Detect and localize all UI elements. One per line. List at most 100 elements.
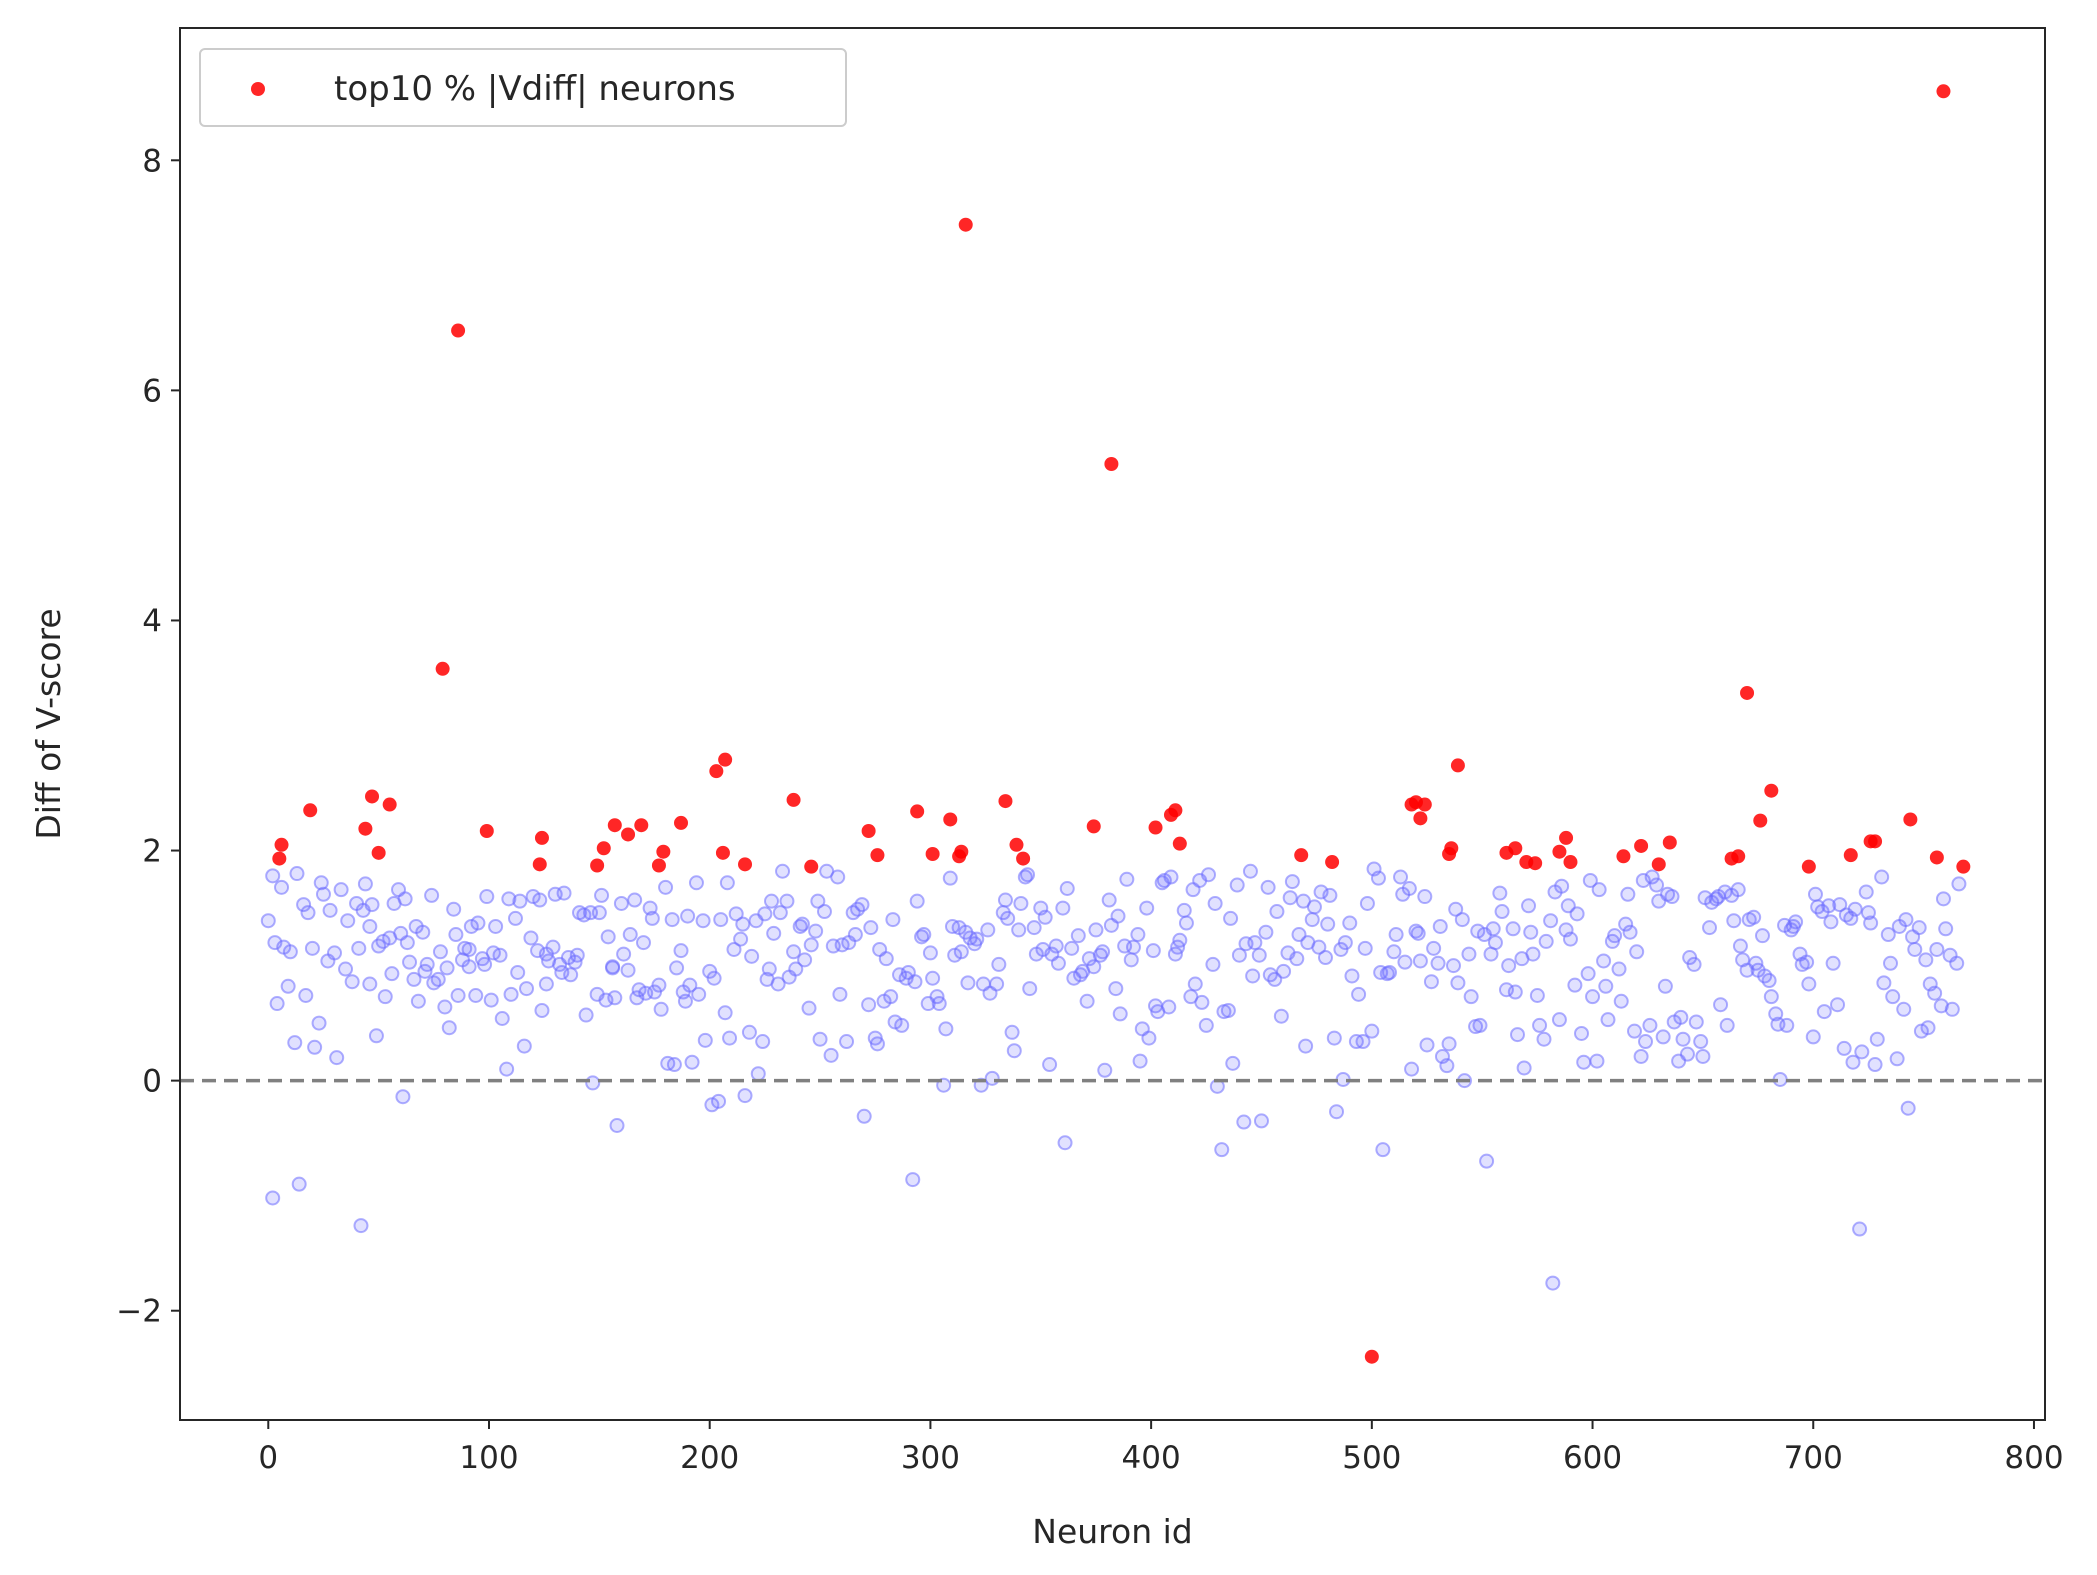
data-point [1251,947,1267,963]
data-point [735,916,751,932]
data-point [1746,909,1762,925]
top10-data-point [1552,844,1567,859]
legend-marker [251,82,265,96]
data-point [1545,1275,1561,1291]
data-point [512,893,528,909]
data-point [1229,877,1245,893]
data-point [1110,908,1126,924]
data-point [1693,1034,1709,1050]
y-axis-label: Diff of V-score [29,608,68,839]
data-point [1432,918,1448,934]
data-point [585,1075,601,1091]
top10-data-point [1172,836,1187,851]
top10-data-point [365,789,380,804]
data-point [1220,1002,1236,1018]
data-point [1020,867,1036,883]
data-point [1242,863,1258,879]
series-top10-neurons [272,84,1971,1364]
data-point [1907,941,1923,957]
data-point [1223,910,1239,926]
data-point [461,941,477,957]
x-tick-label: 400 [1122,1440,1181,1476]
data-point [406,971,422,987]
data-point [953,944,969,960]
data-point [989,976,1005,992]
data-point [1505,921,1521,937]
data-point [761,961,777,977]
data-point [333,882,349,898]
data-point [757,906,773,922]
data-point [510,964,526,980]
data-point [1580,966,1596,982]
top10-data-point [910,804,925,819]
data-point [607,990,623,1006]
data-point [788,961,804,977]
top10-data-point [1148,820,1163,835]
data-point [916,927,932,943]
data-point [446,901,462,917]
data-point [1055,900,1071,916]
data-point [1664,889,1680,905]
data-point [1900,1100,1916,1116]
top10-data-point [1651,857,1666,872]
data-point [894,1017,910,1033]
data-point [488,918,504,934]
data-point [1342,915,1358,931]
data-point [1119,871,1135,887]
top10-data-point [634,818,649,833]
data-point [441,1020,457,1036]
data-point [810,893,826,909]
data-point [1320,916,1336,932]
data-point [1823,914,1839,930]
data-point [1022,981,1038,997]
top10-data-point [1016,851,1031,866]
data-point [1516,1060,1532,1076]
data-point [1306,899,1322,915]
data-point [1858,884,1874,900]
top10-data-point [715,845,730,860]
data-point [1472,1017,1488,1033]
top10-data-point [786,792,801,807]
data-point [1357,940,1373,956]
data-point [1064,940,1080,956]
data-point [1304,912,1320,928]
data-point [1719,1017,1735,1033]
data-point [883,989,899,1005]
top10-data-point [1508,841,1523,856]
data-point [439,960,455,976]
data-point [1419,1037,1435,1053]
data-point [775,863,791,879]
x-tick-label: 0 [258,1440,278,1476]
plot-frame [179,27,2046,1421]
data-point [296,897,312,913]
data-point [1562,931,1578,947]
points-layer [260,84,1971,1364]
data-point [1589,1053,1605,1069]
data-point [620,962,636,978]
data-point [682,977,698,993]
data-point [755,1034,771,1050]
data-point [697,1032,713,1048]
data-point [680,908,696,924]
data-point [402,954,418,970]
data-point [1830,997,1846,1013]
data-point [1176,902,1192,918]
y-tick-label: −2 [116,1294,162,1330]
series-all-neurons [260,861,1967,1291]
data-point [274,879,290,895]
data-point [1801,976,1817,992]
top10-data-point [1929,850,1944,865]
data-point [1644,869,1660,885]
data-point [1487,935,1503,951]
data-point [1207,895,1223,911]
data-point [1097,1062,1113,1078]
data-point [1655,1029,1671,1045]
top10-data-point [954,844,969,859]
data-point [1825,955,1841,971]
top10-data-point [718,752,733,767]
data-point [1070,928,1086,944]
data-point [717,1005,733,1021]
data-point [1178,915,1194,931]
data-point [430,971,446,987]
data-point [448,927,464,943]
